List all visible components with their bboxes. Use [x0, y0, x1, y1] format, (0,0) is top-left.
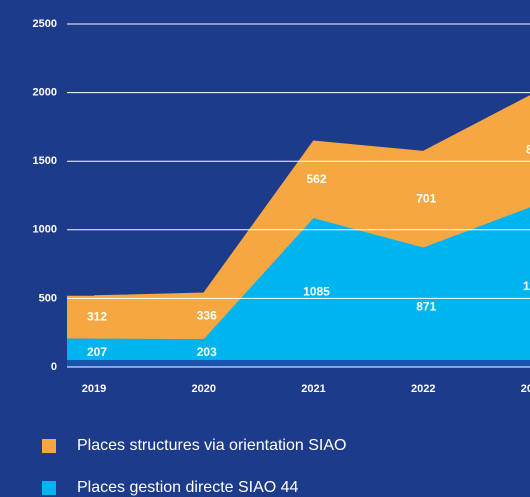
value-label: 562 [306, 172, 326, 186]
value-label: 207 [87, 345, 107, 359]
value-label: 871 [416, 299, 436, 313]
value-label: 336 [197, 308, 217, 322]
value-label: 1085 [303, 285, 330, 299]
baseline-band [67, 360, 530, 367]
x-tick-label: 2020 [192, 383, 216, 395]
y-tick-label: 1000 [33, 224, 57, 236]
x-tick-label: 2019 [82, 383, 106, 395]
y-tick-label: 2000 [33, 87, 57, 99]
value-label: 701 [416, 192, 436, 206]
y-tick-label: 0 [51, 361, 57, 373]
value-label: 1172 [523, 279, 530, 293]
value-label: 312 [87, 309, 107, 323]
x-tick-label: 2022 [411, 383, 435, 395]
x-tick-label: 2023 [521, 383, 530, 395]
legend-label: Places gestion directe SIAO 44 [77, 479, 299, 496]
area-fill [67, 94, 530, 340]
legend-swatch [42, 481, 56, 495]
x-tick-label: 2021 [301, 383, 325, 395]
y-tick-label: 2500 [33, 18, 57, 30]
area-fill [67, 206, 530, 367]
legend-label: Places structures via orientation SIAO [77, 437, 346, 454]
value-label: 817 [526, 142, 530, 156]
y-tick-label: 500 [39, 292, 57, 304]
value-label: 203 [197, 345, 217, 359]
legend-swatch [42, 439, 56, 453]
area-edge [93, 95, 530, 297]
y-tick-label: 1500 [33, 155, 57, 167]
